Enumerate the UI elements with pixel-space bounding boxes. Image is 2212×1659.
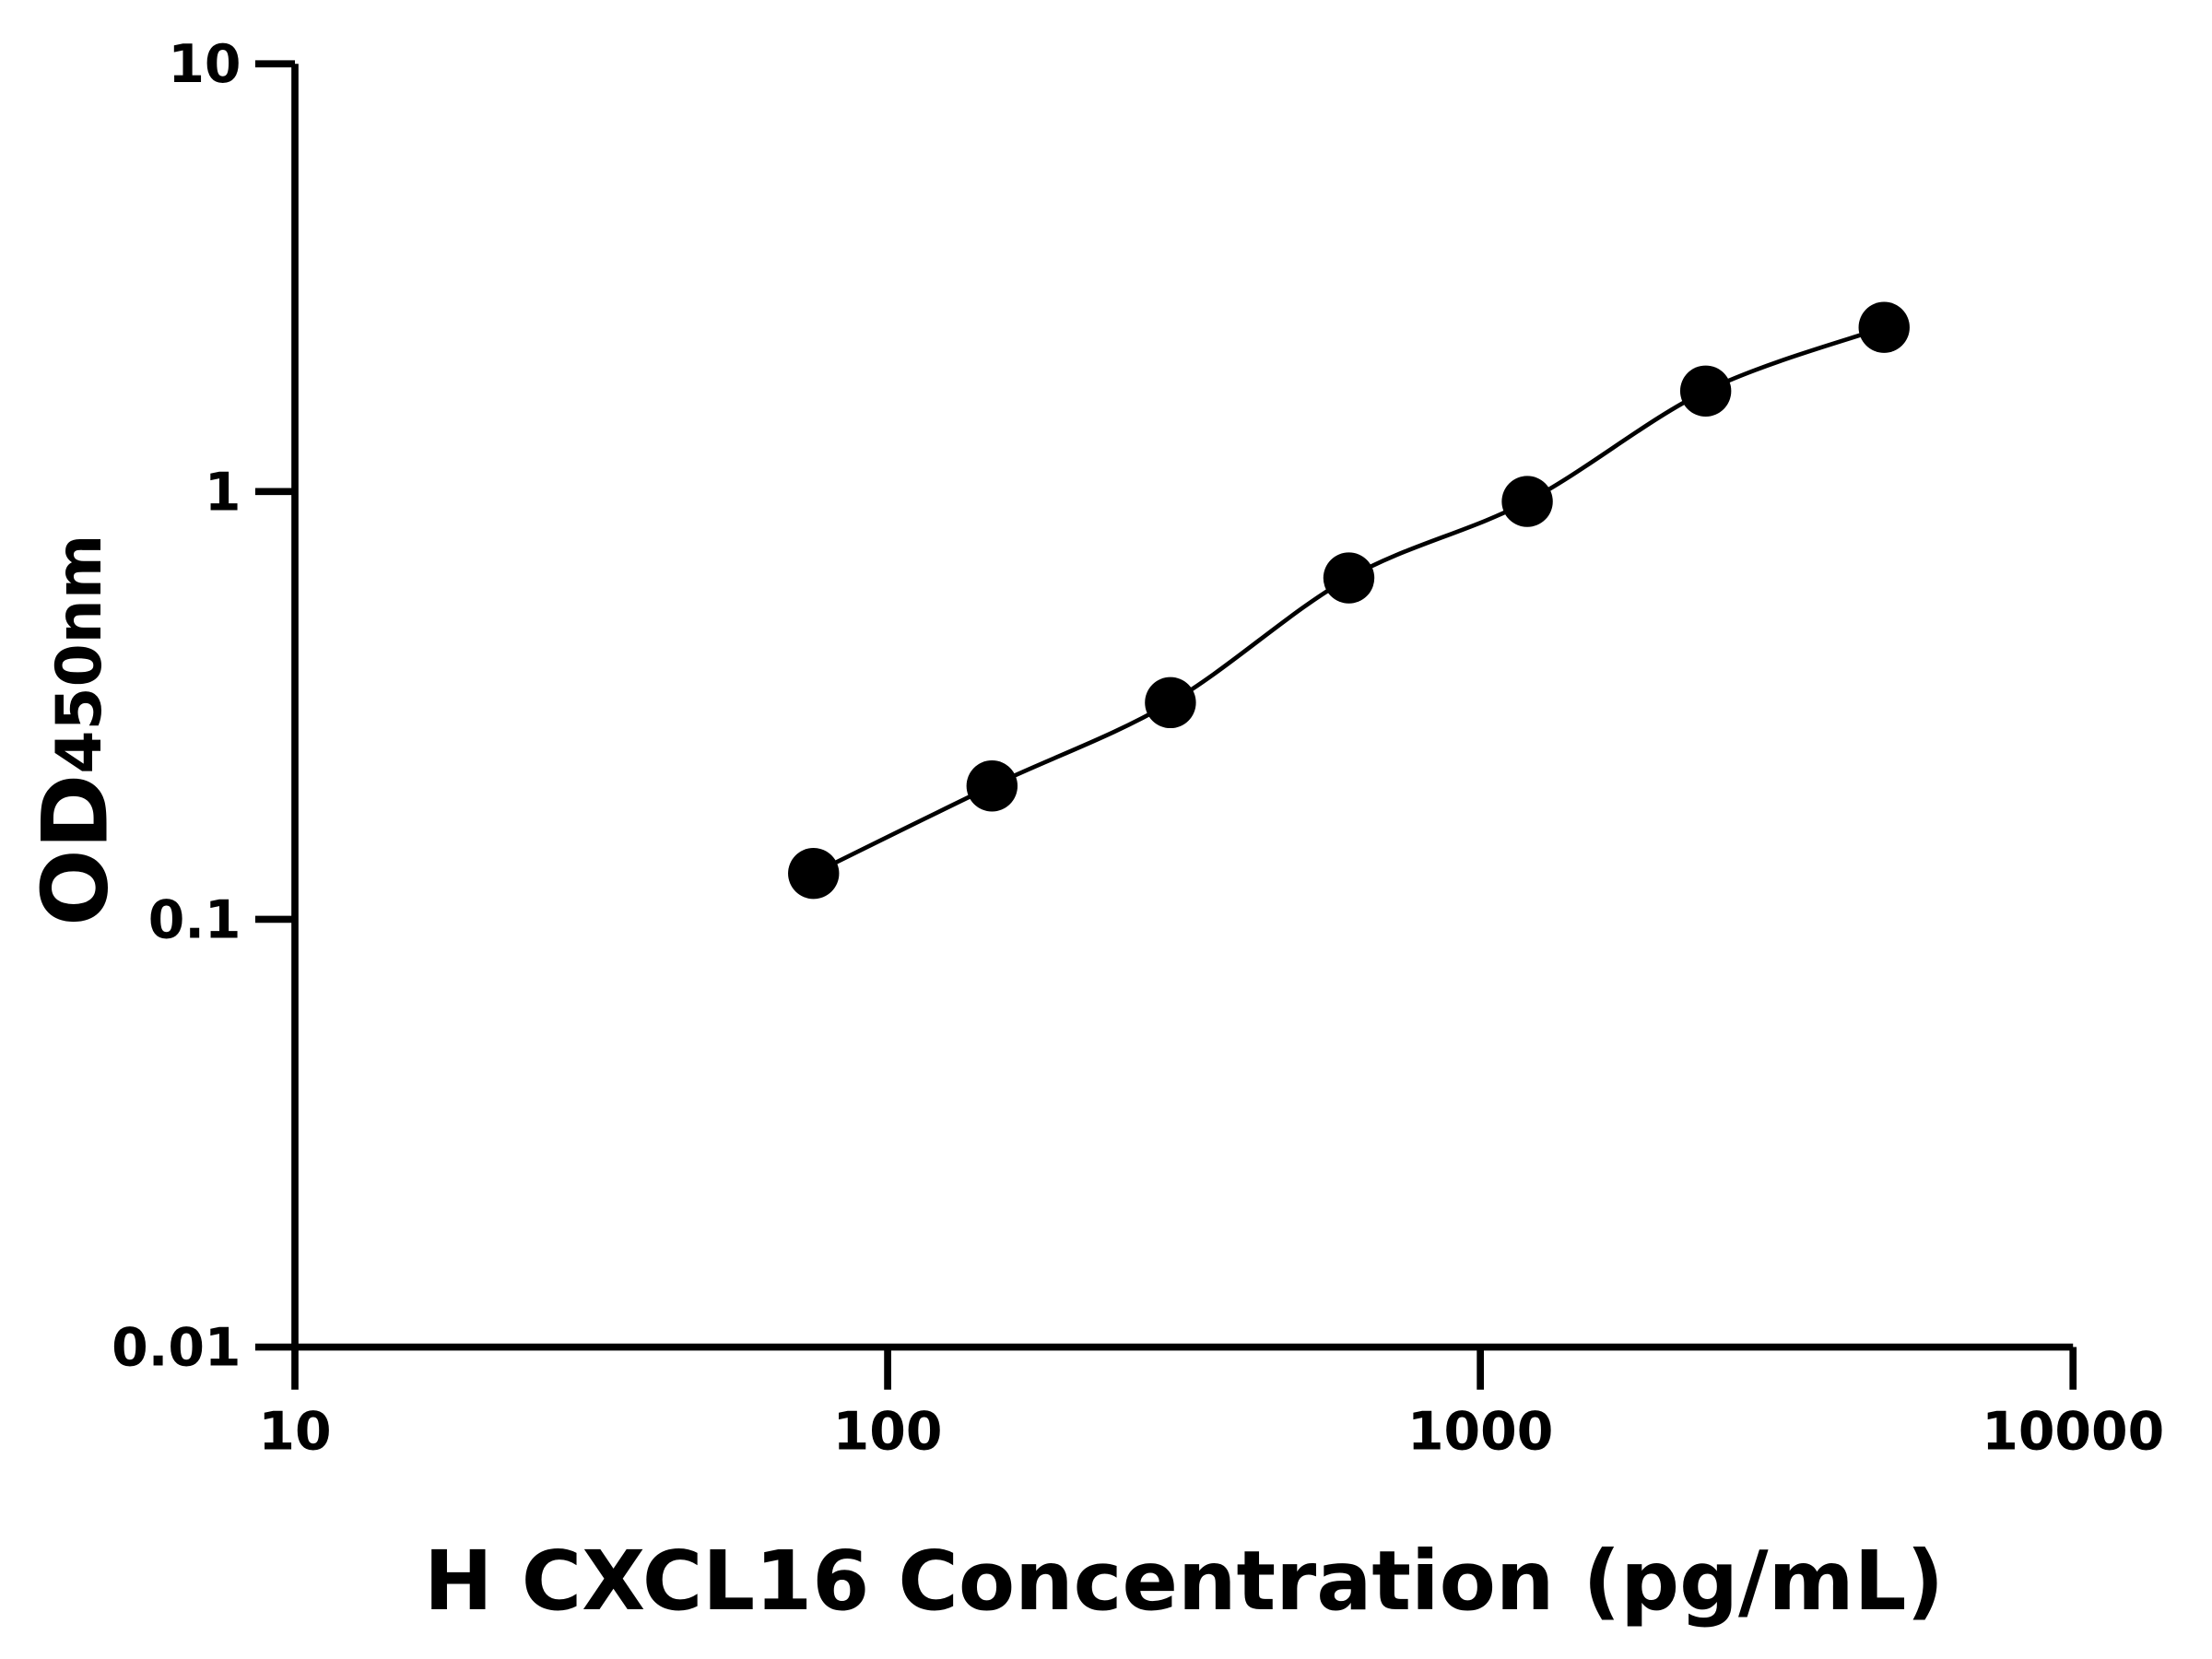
x-axis-title: H CXCL16 Concentration (pg/mL) bbox=[424, 1534, 1944, 1630]
data-point bbox=[1323, 552, 1375, 604]
y-axis-title-sub: 450nm bbox=[42, 535, 115, 774]
y-axis-title-main: OD bbox=[23, 774, 128, 926]
data-point bbox=[966, 760, 1018, 812]
data-point bbox=[1679, 365, 1732, 417]
x-tick-label: 10 bbox=[258, 1401, 331, 1462]
data-point bbox=[1145, 677, 1196, 729]
y-axis-title: OD450nm bbox=[23, 535, 128, 926]
y-tick-label: 0.1 bbox=[148, 889, 241, 950]
data-point bbox=[788, 847, 840, 900]
x-tick-label: 100 bbox=[833, 1401, 943, 1462]
y-tick-label: 10 bbox=[168, 34, 241, 95]
y-tick-label: 1 bbox=[205, 462, 241, 523]
data-point bbox=[1501, 476, 1553, 527]
x-tick-label: 10000 bbox=[1982, 1401, 2164, 1462]
data-point bbox=[1858, 301, 1910, 353]
x-tick-label: 1000 bbox=[1407, 1401, 1553, 1462]
y-tick-label: 0.01 bbox=[112, 1318, 241, 1379]
